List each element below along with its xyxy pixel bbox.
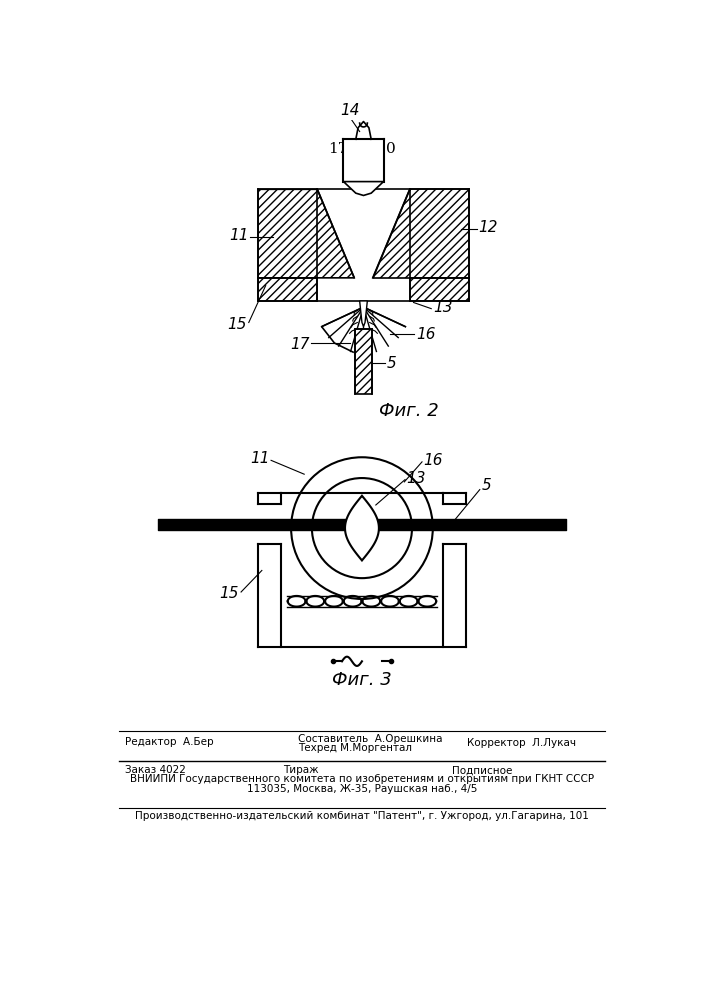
Text: 11: 11 bbox=[250, 451, 269, 466]
Text: Фиг. 2: Фиг. 2 bbox=[379, 402, 438, 420]
Text: 5: 5 bbox=[387, 356, 397, 371]
Text: 13: 13 bbox=[433, 300, 452, 315]
Text: Производственно-издательский комбинат "Патент", г. Ужгород, ул.Гагарина, 101: Производственно-издательский комбинат "П… bbox=[135, 811, 589, 821]
Text: 15: 15 bbox=[227, 317, 247, 332]
Polygon shape bbox=[360, 301, 368, 326]
Text: Составитель  А.Орешкина: Составитель А.Орешкина bbox=[298, 734, 443, 744]
Text: 14: 14 bbox=[340, 103, 359, 118]
Text: 15: 15 bbox=[219, 586, 239, 601]
Polygon shape bbox=[409, 278, 469, 301]
Text: 12: 12 bbox=[478, 220, 498, 235]
Text: Заказ 4022: Заказ 4022 bbox=[125, 765, 186, 775]
Polygon shape bbox=[258, 189, 354, 278]
Text: 1775480: 1775480 bbox=[328, 142, 396, 156]
Text: Техред М.Моргентал: Техред М.Моргентал bbox=[298, 743, 412, 753]
Polygon shape bbox=[258, 278, 317, 301]
Text: Фиг. 3: Фиг. 3 bbox=[332, 671, 392, 689]
Polygon shape bbox=[344, 139, 383, 195]
Text: 11: 11 bbox=[229, 228, 249, 243]
Text: 113035, Москва, Ж-35, Раушская наб., 4/5: 113035, Москва, Ж-35, Раушская наб., 4/5 bbox=[247, 784, 477, 794]
Polygon shape bbox=[345, 496, 379, 560]
Bar bbox=[354, 278, 373, 301]
Polygon shape bbox=[317, 189, 409, 278]
Text: Подписное: Подписное bbox=[452, 765, 513, 775]
Bar bbox=[355, 329, 372, 394]
Text: 13: 13 bbox=[407, 471, 426, 486]
Circle shape bbox=[312, 478, 412, 578]
Text: 17: 17 bbox=[290, 337, 310, 352]
Polygon shape bbox=[344, 182, 383, 195]
Text: Редактор  А.Бер: Редактор А.Бер bbox=[125, 737, 214, 747]
Polygon shape bbox=[373, 189, 469, 278]
Text: ВНИИПИ Государственного комитета по изобретениям и открытиям при ГКНТ СССР: ВНИИПИ Государственного комитета по изоб… bbox=[130, 774, 594, 784]
Circle shape bbox=[291, 457, 433, 599]
Text: 16: 16 bbox=[423, 453, 443, 468]
Text: 5: 5 bbox=[481, 478, 491, 493]
Text: 16: 16 bbox=[416, 327, 436, 342]
Text: Корректор  Л.Лукач: Корректор Л.Лукач bbox=[467, 738, 576, 748]
Text: Тираж: Тираж bbox=[283, 765, 318, 775]
